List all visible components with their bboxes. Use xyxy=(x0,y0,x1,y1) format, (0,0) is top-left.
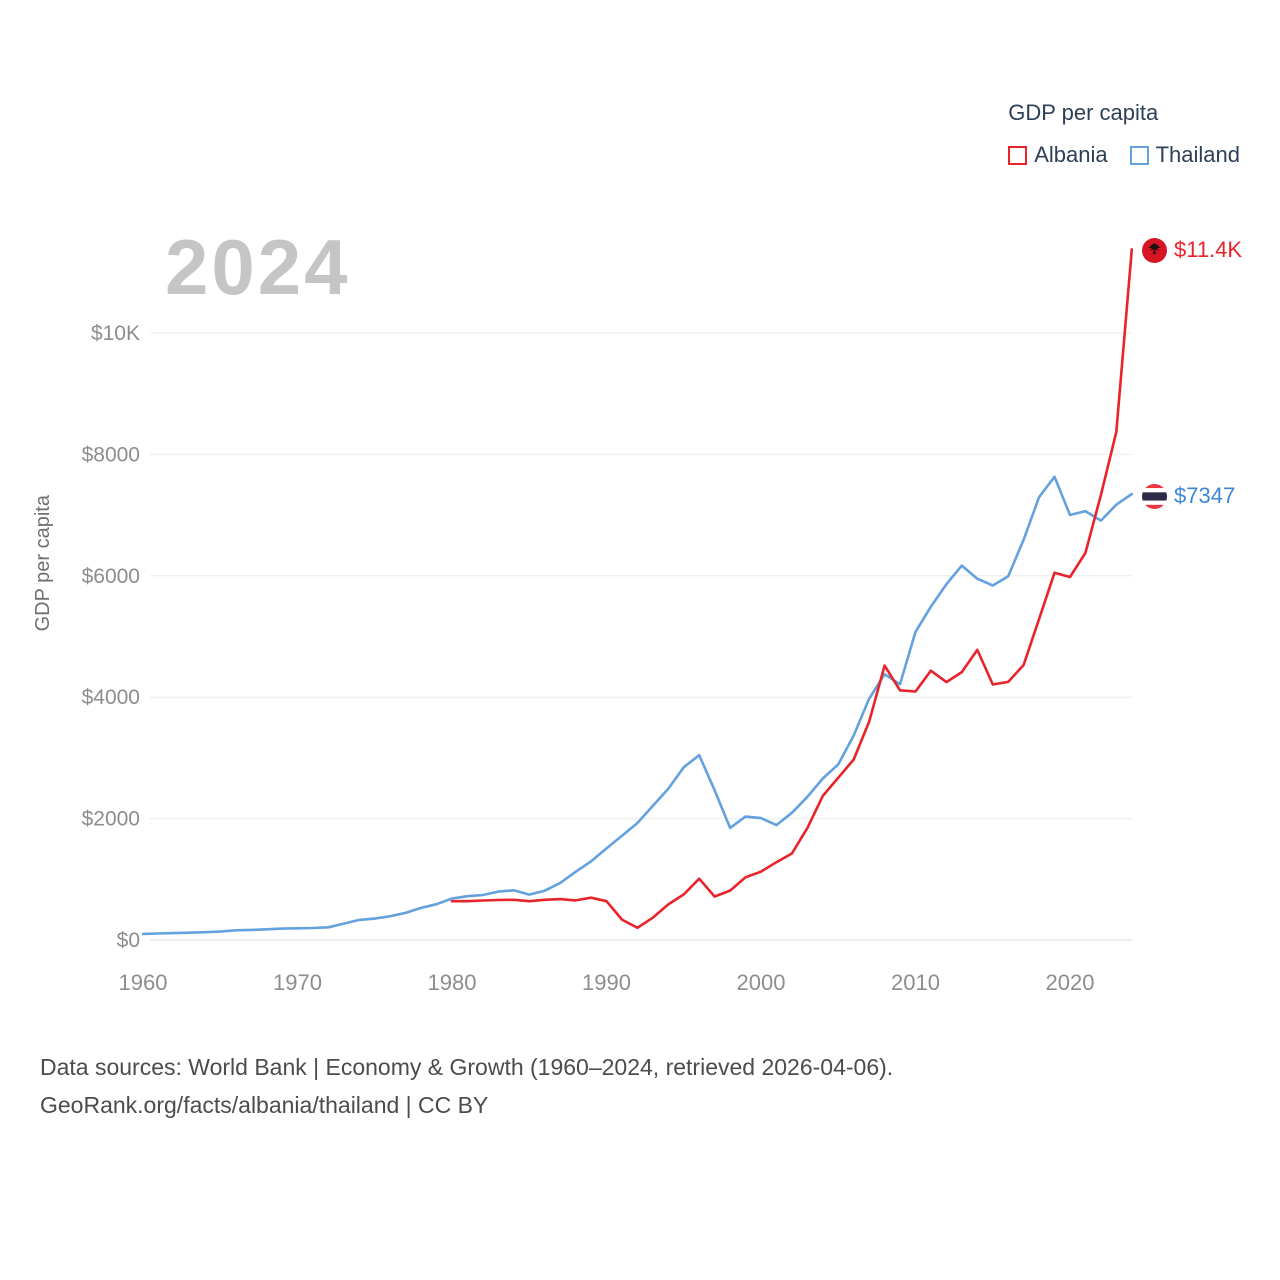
x-tick-label: 1980 xyxy=(428,970,477,995)
legend-item-thailand: Thailand xyxy=(1129,142,1240,168)
y-tick-label: $8000 xyxy=(82,443,140,466)
albania-end-label: $11.4K xyxy=(1142,237,1242,263)
footer-attribution-line: GeoRank.org/facts/albania/thailand | CC … xyxy=(40,1092,489,1118)
x-tick-label: 2000 xyxy=(737,970,786,995)
x-tick-label: 2020 xyxy=(1046,970,1095,995)
albania-line xyxy=(450,248,1134,930)
y-tick-label: $4000 xyxy=(82,686,140,709)
legend: GDP per capita Albania Thailand xyxy=(1008,100,1240,168)
albania-flag-icon xyxy=(1142,237,1167,263)
thailand-flag-icon xyxy=(1142,483,1167,509)
x-tick-label: 2010 xyxy=(891,970,940,995)
albania-swatch-icon xyxy=(1008,145,1028,165)
y-tick-label: $0 xyxy=(117,929,140,952)
legend-item-albania: Albania xyxy=(1008,142,1108,168)
gridlines xyxy=(150,332,1132,941)
legend-label-thailand: Thailand xyxy=(1155,142,1240,167)
series-lines xyxy=(141,248,1134,936)
thailand-end-value: $7347 xyxy=(1174,483,1236,508)
y-tick-label: $10K xyxy=(91,322,140,345)
legend-title: GDP per capita xyxy=(1008,100,1159,125)
thailand-end-label: $7347 xyxy=(1142,483,1235,509)
x-tick-label: 1960 xyxy=(119,970,168,995)
thailand-line xyxy=(141,475,1134,936)
y-tick-label: $2000 xyxy=(82,808,140,831)
x-tick-label: 1970 xyxy=(273,970,322,995)
y-tick-label: $6000 xyxy=(82,565,140,588)
legend-label-albania: Albania xyxy=(1034,142,1108,167)
albania-end-value: $11.4K xyxy=(1174,237,1243,262)
y-axis-labels: $0 $2000 $4000 $6000 $8000 $10K xyxy=(82,322,140,952)
footer-source-line: Data sources: World Bank | Economy & Gro… xyxy=(40,1054,894,1080)
thailand-swatch-icon xyxy=(1129,145,1149,165)
x-axis-labels: 1960 1970 1980 1990 2000 2010 2020 xyxy=(119,970,1095,995)
x-tick-label: 1990 xyxy=(582,970,631,995)
footer: Data sources: World Bank | Economy & Gro… xyxy=(40,1048,893,1124)
year-watermark: 2024 xyxy=(165,223,351,311)
legend-items: Albania Thailand xyxy=(1008,142,1240,168)
